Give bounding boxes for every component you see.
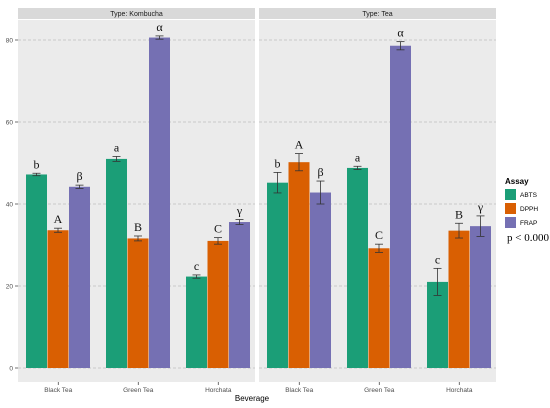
significance-letter: a	[355, 150, 361, 164]
y-axis: 0 20 40 60 80	[6, 37, 18, 372]
significance-letter: γ	[477, 200, 484, 214]
bar-abts	[347, 167, 368, 368]
legend-swatch-dpph	[505, 203, 516, 214]
bar-frap	[149, 37, 170, 368]
facet-panel-2: Type: Tea bAβ Black Tea a Cα Green Tea c Bγ Horc…	[259, 8, 496, 394]
bar-dpph	[288, 162, 310, 368]
bar-abts	[427, 281, 448, 368]
significance-letter: γ	[236, 204, 243, 218]
significance-letter: C	[214, 222, 222, 236]
x-tick-label: Horchata	[205, 387, 232, 394]
significance-letter: c	[435, 252, 440, 266]
significance-letter: α	[397, 26, 404, 40]
bar-frap	[229, 222, 250, 368]
x-tick-label: Green Tea	[364, 387, 395, 394]
legend-swatch-frap	[505, 217, 516, 228]
facet-panel-1: Type: Kombucha b Aβ Black Tea a Bα Green Tea c C…	[18, 8, 255, 394]
bar-frap	[470, 226, 491, 368]
y-tick-label: 60	[6, 119, 14, 126]
y-tick-label: 20	[6, 283, 14, 290]
significance-letter: β	[76, 169, 82, 183]
significance-letter: c	[194, 259, 199, 273]
significance-letter: A	[54, 212, 63, 226]
significance-letter: B	[134, 220, 142, 234]
facet-strip	[259, 8, 496, 19]
bar-abts	[186, 276, 207, 368]
legend-label-dpph: DPPH	[520, 206, 538, 213]
x-tick-label: Green Tea	[123, 387, 154, 394]
bar-frap	[69, 186, 90, 368]
bar-dpph	[207, 240, 229, 368]
legend-swatch-abts	[505, 189, 516, 200]
legend: Assay ABTS DPPH FRAP p < 0.0001	[505, 177, 550, 244]
significance-letter: α	[156, 20, 163, 34]
significance-letter: b	[34, 157, 40, 171]
significance-letter: C	[375, 228, 383, 242]
significance-letter: β	[317, 165, 323, 179]
x-tick-label: Black Tea	[44, 387, 72, 394]
bar-abts	[267, 182, 288, 368]
bar-dpph	[368, 248, 390, 368]
legend-label-frap: FRAP	[520, 220, 537, 227]
bar-frap	[310, 192, 331, 368]
bar-dpph	[448, 230, 470, 368]
legend-label-abts: ABTS	[520, 192, 538, 199]
x-axis-title: Beverage	[235, 394, 270, 403]
facet-strip	[18, 8, 255, 19]
bar-dpph	[127, 238, 149, 368]
y-tick-label: 0	[9, 365, 13, 372]
bar-dpph	[47, 230, 69, 368]
p-value-annotation: p < 0.0001	[507, 232, 550, 244]
y-tick-label: 40	[6, 201, 14, 208]
bar-abts	[106, 158, 127, 368]
significance-letter: a	[114, 140, 120, 154]
x-tick-label: Black Tea	[285, 387, 313, 394]
significance-letter: A	[295, 138, 304, 152]
facet-strip-title: Type: Tea	[362, 11, 392, 18]
significance-letter: b	[275, 156, 281, 170]
x-tick-label: Horchata	[446, 387, 473, 394]
bar-abts	[26, 174, 47, 368]
y-tick-label: 80	[6, 37, 14, 44]
significance-letter: B	[455, 207, 463, 221]
legend-title: Assay	[505, 177, 529, 186]
facet-strip-title: Type: Kombucha	[110, 11, 163, 18]
bar-frap	[390, 45, 411, 369]
